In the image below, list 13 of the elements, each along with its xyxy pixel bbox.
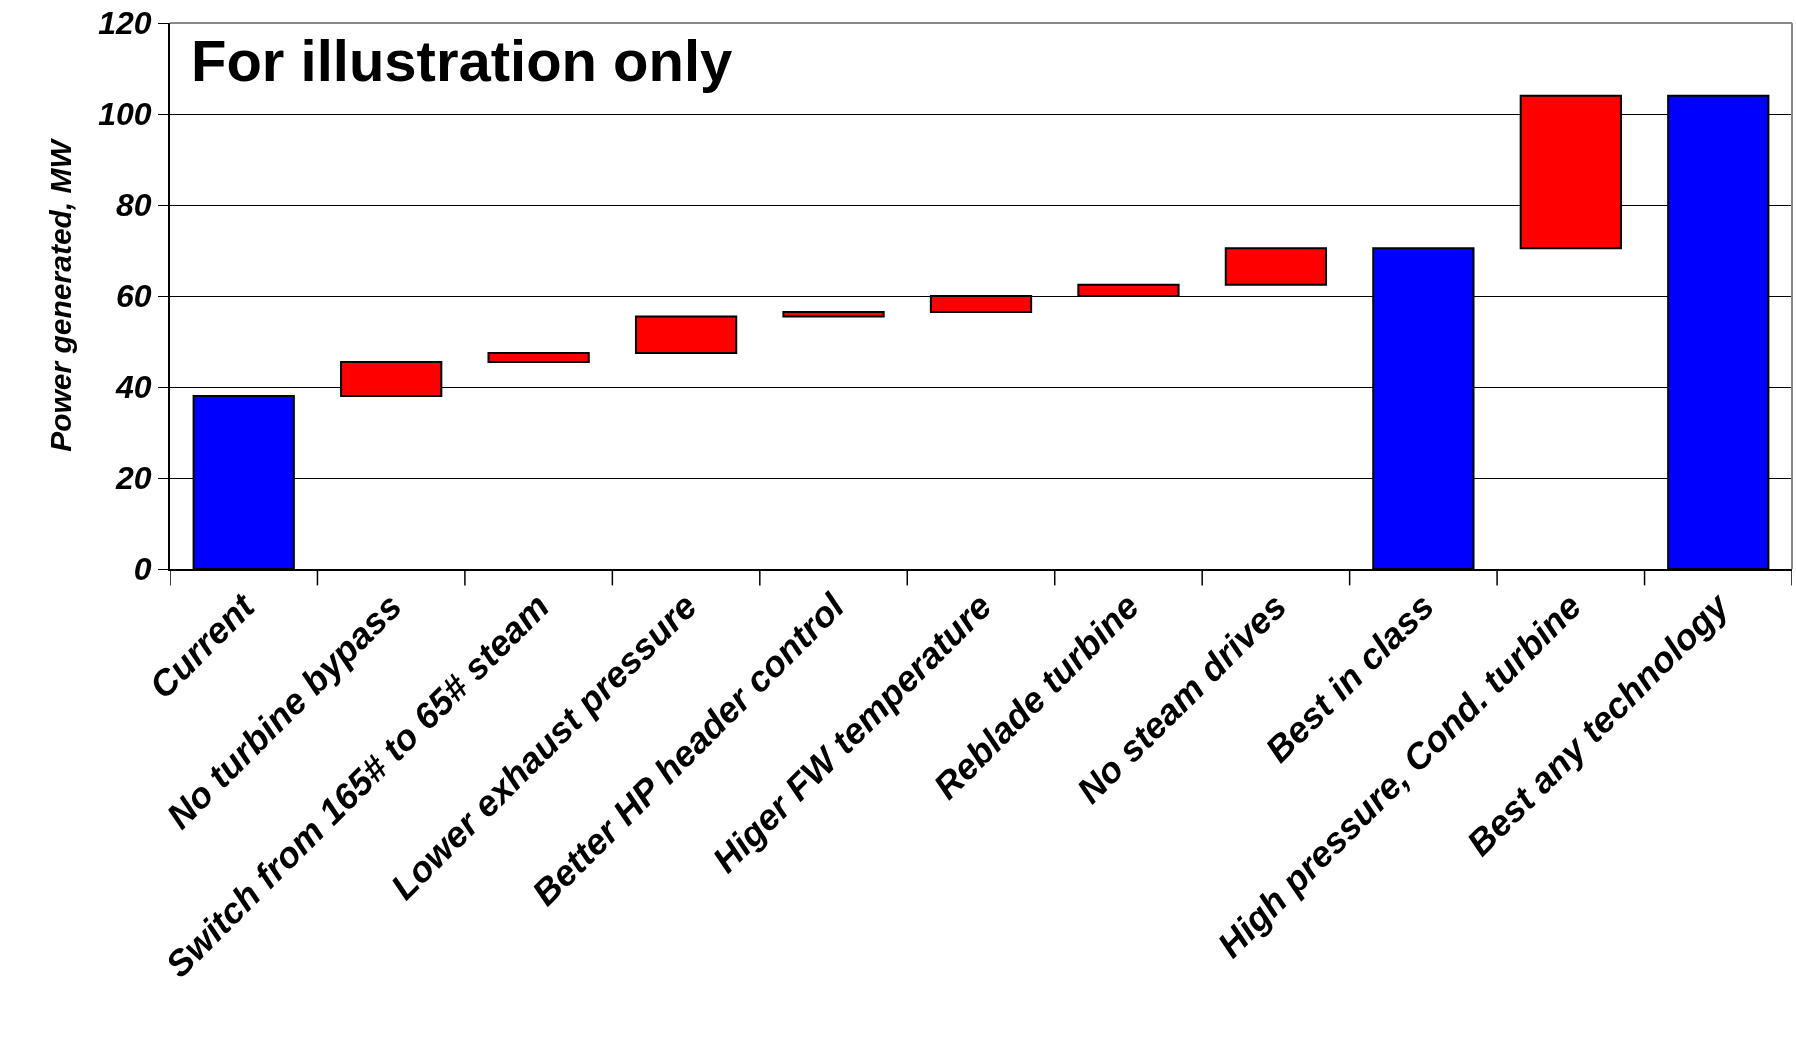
y-tick-label: 60 (116, 278, 152, 315)
y-tick-label: 100 (98, 96, 152, 133)
y-axis-title: Power generated, MW (43, 137, 77, 452)
y-tick-label: 0 (133, 551, 152, 588)
bar (782, 310, 885, 318)
bar (1224, 247, 1328, 286)
bar (487, 351, 590, 363)
y-tick-label: 40 (115, 369, 152, 406)
bar (634, 315, 738, 354)
y-tick-label: 80 (116, 187, 152, 224)
y-tick-label: 120 (98, 5, 152, 42)
y-tick-label: 20 (115, 460, 152, 497)
annotation: For illustration only (191, 28, 733, 93)
